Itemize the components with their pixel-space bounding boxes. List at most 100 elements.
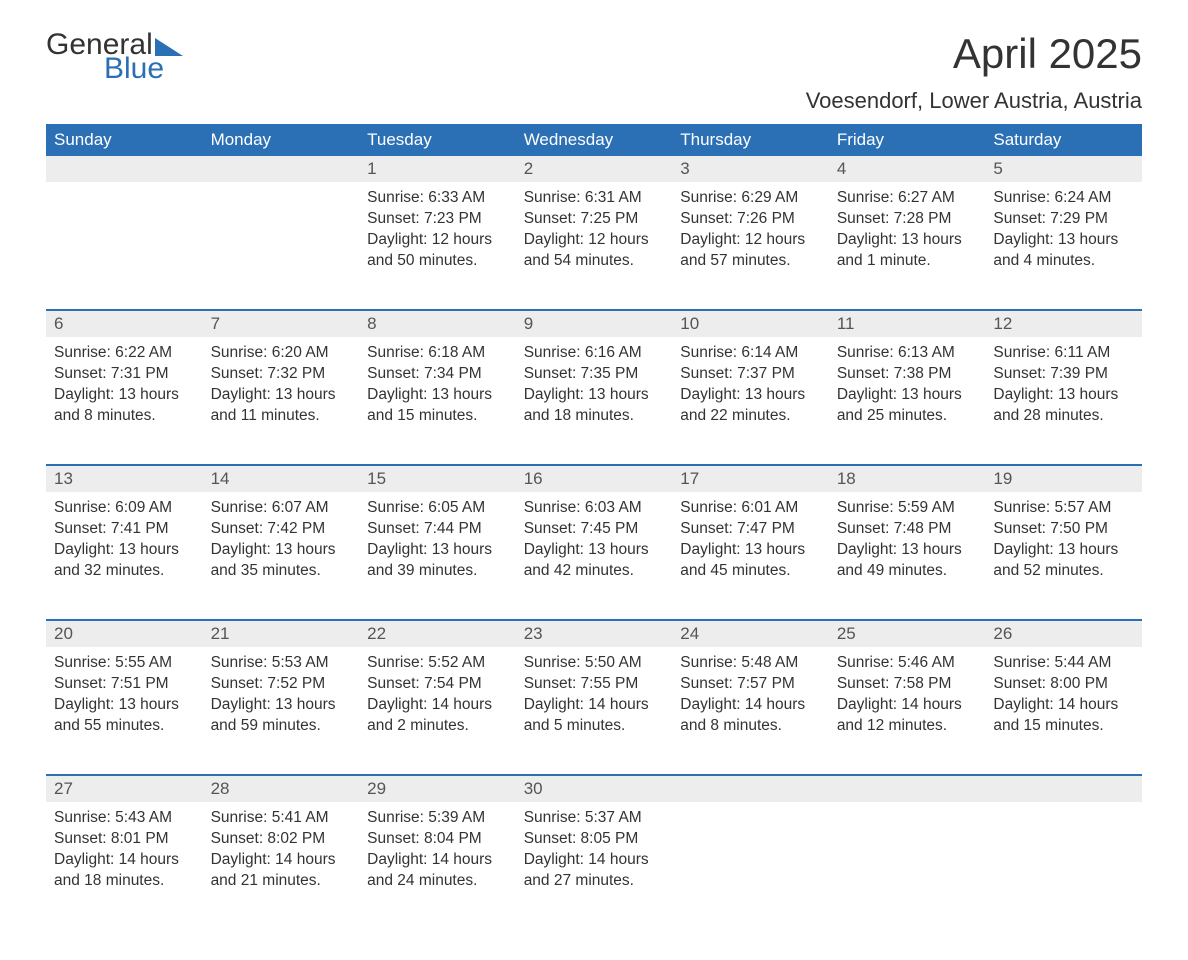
sunrise-text: Sunrise: 5:46 AM: [837, 653, 978, 674]
day-content-cell: Sunrise: 5:39 AMSunset: 8:04 PMDaylight:…: [359, 802, 516, 930]
day-number-cell: 11: [829, 310, 986, 337]
sunset-text: Sunset: 7:26 PM: [680, 209, 821, 230]
day-content-cell: Sunrise: 6:07 AMSunset: 7:42 PMDaylight:…: [203, 492, 360, 620]
day-number-cell: 21: [203, 620, 360, 647]
sunset-text: Sunset: 8:04 PM: [367, 829, 508, 850]
sunrise-text: Sunrise: 5:50 AM: [524, 653, 665, 674]
sunset-text: Sunset: 7:34 PM: [367, 364, 508, 385]
sunset-text: Sunset: 7:41 PM: [54, 519, 195, 540]
day-content-cell: Sunrise: 6:27 AMSunset: 7:28 PMDaylight:…: [829, 182, 986, 310]
sunset-text: Sunset: 7:54 PM: [367, 674, 508, 695]
sunrise-text: Sunrise: 5:41 AM: [211, 808, 352, 829]
sunset-text: Sunset: 7:29 PM: [993, 209, 1134, 230]
day-content-cell: Sunrise: 6:03 AMSunset: 7:45 PMDaylight:…: [516, 492, 673, 620]
sunrise-text: Sunrise: 5:57 AM: [993, 498, 1134, 519]
day-content-cell: [203, 182, 360, 310]
brand-logo: General Blue: [46, 30, 183, 84]
sunset-text: Sunset: 7:23 PM: [367, 209, 508, 230]
weekday-header: Wednesday: [516, 124, 673, 156]
daylight-text: Daylight: 13 hours and 1 minute.: [837, 230, 978, 272]
day-number-cell: [203, 156, 360, 182]
day-number-cell: 16: [516, 465, 673, 492]
sunset-text: Sunset: 7:52 PM: [211, 674, 352, 695]
sunset-text: Sunset: 8:00 PM: [993, 674, 1134, 695]
sunset-text: Sunset: 7:48 PM: [837, 519, 978, 540]
sunrise-text: Sunrise: 6:13 AM: [837, 343, 978, 364]
sunset-text: Sunset: 7:50 PM: [993, 519, 1134, 540]
daylight-text: Daylight: 13 hours and 42 minutes.: [524, 540, 665, 582]
day-number-cell: 28: [203, 775, 360, 802]
daylight-text: Daylight: 13 hours and 59 minutes.: [211, 695, 352, 737]
day-number-cell: 18: [829, 465, 986, 492]
day-content-cell: Sunrise: 6:09 AMSunset: 7:41 PMDaylight:…: [46, 492, 203, 620]
daylight-text: Daylight: 14 hours and 5 minutes.: [524, 695, 665, 737]
daylight-text: Daylight: 14 hours and 21 minutes.: [211, 850, 352, 892]
sunrise-text: Sunrise: 5:37 AM: [524, 808, 665, 829]
daylight-text: Daylight: 13 hours and 28 minutes.: [993, 385, 1134, 427]
sunset-text: Sunset: 7:42 PM: [211, 519, 352, 540]
day-content-cell: Sunrise: 6:20 AMSunset: 7:32 PMDaylight:…: [203, 337, 360, 465]
weekday-header: Saturday: [985, 124, 1142, 156]
sunrise-text: Sunrise: 6:16 AM: [524, 343, 665, 364]
sunrise-text: Sunrise: 6:18 AM: [367, 343, 508, 364]
day-content-cell: Sunrise: 6:13 AMSunset: 7:38 PMDaylight:…: [829, 337, 986, 465]
sunset-text: Sunset: 7:35 PM: [524, 364, 665, 385]
day-number-cell: 4: [829, 156, 986, 182]
sunset-text: Sunset: 7:32 PM: [211, 364, 352, 385]
day-content-cell: Sunrise: 6:16 AMSunset: 7:35 PMDaylight:…: [516, 337, 673, 465]
sunset-text: Sunset: 7:45 PM: [524, 519, 665, 540]
day-number-cell: 17: [672, 465, 829, 492]
day-content-cell: Sunrise: 6:01 AMSunset: 7:47 PMDaylight:…: [672, 492, 829, 620]
day-content-cell: [985, 802, 1142, 930]
title-block: April 2025 Voesendorf, Lower Austria, Au…: [806, 30, 1142, 114]
sunset-text: Sunset: 7:47 PM: [680, 519, 821, 540]
day-number-cell: 24: [672, 620, 829, 647]
day-number-cell: 2: [516, 156, 673, 182]
sunrise-text: Sunrise: 6:24 AM: [993, 188, 1134, 209]
day-number-cell: [985, 775, 1142, 802]
page-title: April 2025: [806, 30, 1142, 78]
daylight-text: Daylight: 14 hours and 24 minutes.: [367, 850, 508, 892]
sunrise-text: Sunrise: 6:03 AM: [524, 498, 665, 519]
sunrise-text: Sunrise: 5:43 AM: [54, 808, 195, 829]
day-content-cell: Sunrise: 6:31 AMSunset: 7:25 PMDaylight:…: [516, 182, 673, 310]
day-content-cell: Sunrise: 5:59 AMSunset: 7:48 PMDaylight:…: [829, 492, 986, 620]
daylight-text: Daylight: 14 hours and 15 minutes.: [993, 695, 1134, 737]
day-number-row: 20212223242526: [46, 620, 1142, 647]
daylight-text: Daylight: 13 hours and 39 minutes.: [367, 540, 508, 582]
sunrise-text: Sunrise: 6:05 AM: [367, 498, 508, 519]
day-content-cell: Sunrise: 5:48 AMSunset: 7:57 PMDaylight:…: [672, 647, 829, 775]
day-content-cell: Sunrise: 6:33 AMSunset: 7:23 PMDaylight:…: [359, 182, 516, 310]
day-content-cell: Sunrise: 6:18 AMSunset: 7:34 PMDaylight:…: [359, 337, 516, 465]
day-content-cell: [829, 802, 986, 930]
location-subtitle: Voesendorf, Lower Austria, Austria: [806, 88, 1142, 114]
day-content-cell: Sunrise: 6:11 AMSunset: 7:39 PMDaylight:…: [985, 337, 1142, 465]
day-number-row: 6789101112: [46, 310, 1142, 337]
daylight-text: Daylight: 13 hours and 4 minutes.: [993, 230, 1134, 272]
day-number-cell: 15: [359, 465, 516, 492]
sunrise-text: Sunrise: 5:39 AM: [367, 808, 508, 829]
day-number-row: 12345: [46, 156, 1142, 182]
day-number-cell: [46, 156, 203, 182]
day-content-cell: Sunrise: 5:57 AMSunset: 7:50 PMDaylight:…: [985, 492, 1142, 620]
day-number-cell: 5: [985, 156, 1142, 182]
daylight-text: Daylight: 14 hours and 2 minutes.: [367, 695, 508, 737]
sunrise-text: Sunrise: 5:55 AM: [54, 653, 195, 674]
sunrise-text: Sunrise: 6:07 AM: [211, 498, 352, 519]
day-content-cell: Sunrise: 5:50 AMSunset: 7:55 PMDaylight:…: [516, 647, 673, 775]
day-number-cell: 1: [359, 156, 516, 182]
sunset-text: Sunset: 7:38 PM: [837, 364, 978, 385]
day-content-cell: Sunrise: 6:14 AMSunset: 7:37 PMDaylight:…: [672, 337, 829, 465]
day-content-row: Sunrise: 6:33 AMSunset: 7:23 PMDaylight:…: [46, 182, 1142, 310]
day-number-cell: 10: [672, 310, 829, 337]
day-number-cell: 7: [203, 310, 360, 337]
sunset-text: Sunset: 7:51 PM: [54, 674, 195, 695]
day-content-cell: Sunrise: 6:29 AMSunset: 7:26 PMDaylight:…: [672, 182, 829, 310]
day-number-cell: 27: [46, 775, 203, 802]
sunrise-text: Sunrise: 6:27 AM: [837, 188, 978, 209]
day-number-cell: 22: [359, 620, 516, 647]
sunrise-text: Sunrise: 5:44 AM: [993, 653, 1134, 674]
daylight-text: Daylight: 14 hours and 18 minutes.: [54, 850, 195, 892]
day-number-cell: 9: [516, 310, 673, 337]
day-content-cell: Sunrise: 6:24 AMSunset: 7:29 PMDaylight:…: [985, 182, 1142, 310]
